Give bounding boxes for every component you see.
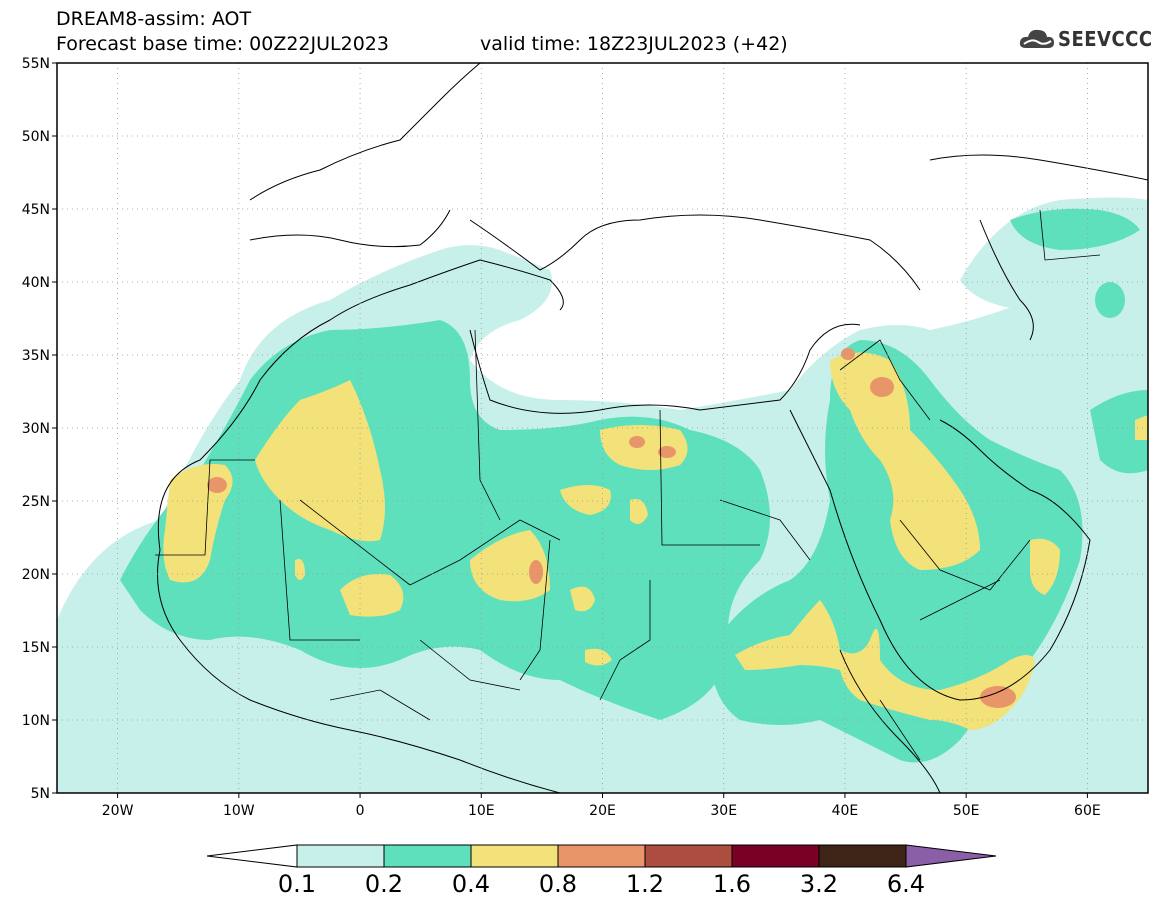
colorbar-label: 1.6 [712, 870, 752, 898]
colorbar-segment [644, 844, 733, 868]
lon-axis: 20W 10W 0 10E 20E 30E 40E 50E 60E [102, 793, 1101, 819]
lon-tick-label: 20E [589, 803, 616, 819]
lon-tick-label: 10W [223, 803, 255, 819]
lon-tick-label: 50E [953, 803, 980, 819]
colorbar-label: 1.2 [625, 870, 665, 898]
lon-tick-label: 10E [468, 803, 495, 819]
colorbar-segment [296, 844, 385, 868]
lat-tick-label: 45N [22, 202, 50, 218]
colorbar-segment [383, 844, 472, 868]
lat-tick-label: 35N [22, 348, 50, 364]
lon-tick-label: 30E [710, 803, 737, 819]
lon-tick-label: 40E [832, 803, 859, 819]
colorbar-label: 0.1 [277, 870, 317, 898]
lat-tick-label: 30N [22, 421, 50, 437]
colorbar-label: 0.2 [364, 870, 404, 898]
lat-axis: 55N 50N 45N 40N 35N 30N 25N 20N 15N 10N 5N [22, 56, 57, 802]
colorbar-label: 0.4 [451, 870, 491, 898]
gridlines [57, 63, 1148, 793]
logo-text: SEEVCCC [1058, 27, 1153, 51]
title-line: DREAM8-assim: AOT [56, 8, 252, 30]
lon-tick-label: 0 [356, 803, 365, 819]
lat-tick-label: 40N [22, 275, 50, 291]
base-time: Forecast base time: 00Z22JUL2023 [56, 33, 389, 55]
valid-time: valid time: 18Z23JUL2023 (+42) [480, 33, 788, 55]
colorbar-label: 3.2 [799, 870, 839, 898]
lat-tick-label: 5N [31, 786, 50, 802]
lat-tick-label: 10N [22, 713, 50, 729]
colorbar-segment [557, 844, 646, 868]
colorbar-high-arrow [905, 844, 997, 868]
colorbar-segment [818, 844, 907, 868]
colorbar-segment [731, 844, 820, 868]
colorbar-low-arrow [206, 844, 298, 868]
colorbar-label: 0.8 [538, 870, 578, 898]
lat-tick-label: 25N [22, 494, 50, 510]
lat-tick-label: 50N [22, 129, 50, 145]
colorbar-label: 6.4 [886, 870, 926, 898]
lon-tick-label: 60E [1074, 803, 1101, 819]
aot-level-0.8 [207, 348, 1016, 708]
cloud-icon [1019, 29, 1054, 48]
coastlines [157, 63, 1148, 793]
lat-tick-label: 15N [22, 640, 50, 656]
lon-tick-label: 20W [102, 803, 134, 819]
lat-tick-label: 20N [22, 567, 50, 583]
borders [155, 209, 1101, 761]
lat-tick-label: 55N [22, 56, 50, 72]
colorbar-segment [470, 844, 559, 868]
seevccc-logo: SEEVCCC [1018, 24, 1158, 56]
